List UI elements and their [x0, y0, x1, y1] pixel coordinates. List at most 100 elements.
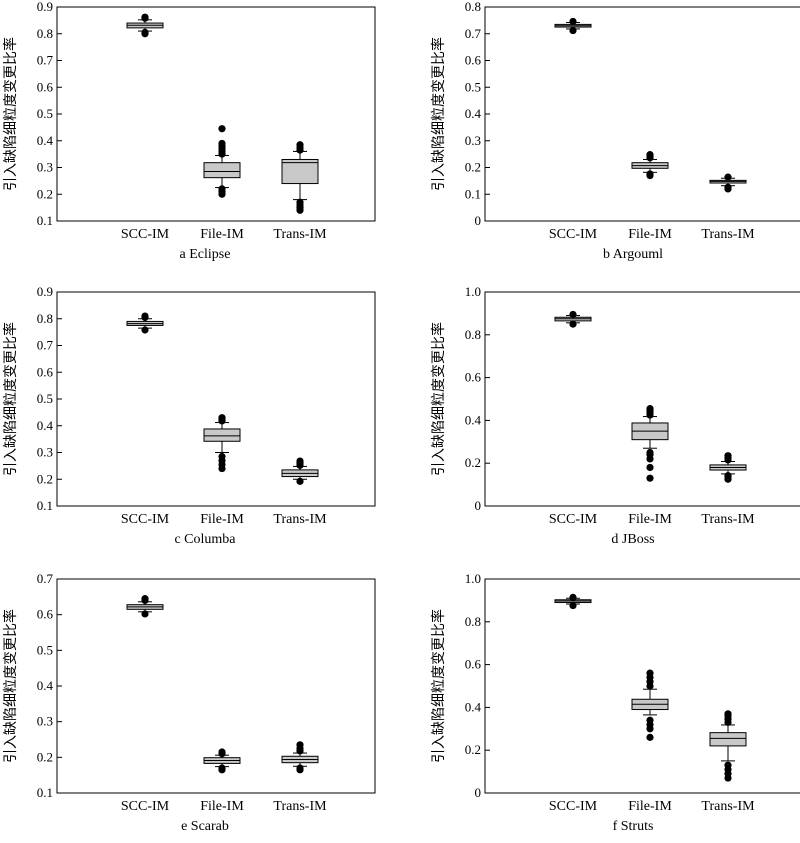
outlier-point	[569, 310, 577, 319]
box-iqr	[709, 732, 747, 747]
y-tick-label: 0.7	[465, 26, 482, 41]
y-axis-label: 引入缺陷细粒度变更比率	[2, 322, 19, 476]
panel-a: a Eclipse 0.1 0.2 0.3 0.4 0.5 0.6 0.7 0.8 0.9 引入缺…	[2, 0, 376, 262]
y-tick-label: 0	[475, 498, 482, 513]
panel-e-caption: e Scarab	[181, 819, 229, 834]
x-tick-label: File-IM	[200, 227, 244, 242]
y-tick-label: 0.3	[37, 160, 53, 175]
y-tick-label: 0.5	[465, 79, 481, 94]
y-tick-label: 0.8	[465, 327, 481, 342]
y-tick-label: 0.1	[465, 186, 481, 201]
panel-d-caption: d JBoss	[611, 532, 654, 547]
outlier-point	[646, 151, 654, 159]
y-axis-label: 引入缺陷细粒度变更比率	[2, 37, 19, 191]
panel-b: b Argouml 0 0.1 0.2 0.3 0.4 0.5 0.6 0.7 0.8 引入缺陷细…	[430, 0, 800, 262]
y-tick-label: 0.8	[37, 26, 53, 41]
x-tick-label: File-IM	[628, 512, 672, 527]
y-tick-label: 0.2	[465, 455, 481, 470]
y-tick-label: 0.3	[37, 445, 53, 460]
y-tick-label: 1.0	[465, 284, 481, 299]
y-tick-label: 0.4	[465, 699, 482, 714]
outlier-point	[569, 601, 577, 610]
x-tick-label: Trans-IM	[273, 512, 327, 527]
y-tick-label: 0.1	[37, 498, 53, 513]
outlier-point	[646, 474, 654, 482]
outlier-point	[724, 710, 732, 718]
outlier-point	[218, 125, 226, 133]
outlier-point	[296, 741, 304, 749]
outlier-point	[141, 595, 149, 603]
outlier-point	[141, 610, 149, 618]
plot-frame	[56, 6, 376, 222]
y-tick-label: 0.7	[37, 571, 54, 586]
outlier-point	[296, 457, 304, 465]
y-tick-label: 0	[475, 213, 482, 228]
outlier-point	[724, 183, 732, 191]
x-tick-label: Trans-IM	[273, 227, 327, 242]
y-tick-label: 0.9	[37, 284, 53, 299]
box-iqr	[203, 162, 241, 179]
plot-frame	[484, 291, 800, 507]
y-tick-label: 0.5	[37, 106, 53, 121]
x-tick-label: SCC-IM	[549, 512, 598, 527]
x-tick-label: File-IM	[200, 512, 244, 527]
outlier-point	[141, 312, 149, 320]
outlier-point	[569, 593, 577, 602]
outlier-point	[218, 452, 226, 461]
y-axis-label: 引入缺陷细粒度变更比率	[2, 609, 19, 763]
y-tick-label: 0.2	[37, 186, 53, 201]
y-tick-label: 0.6	[37, 79, 54, 94]
y-tick-label: 0.6	[465, 657, 482, 672]
outlier-point	[218, 139, 226, 148]
outlier-point	[296, 477, 304, 485]
outlier-point	[569, 17, 577, 26]
box-iqr	[281, 158, 319, 185]
outlier-point	[646, 405, 654, 413]
y-axis-label: 引入缺陷细粒度变更比率	[430, 37, 447, 191]
panel-b-caption: b Argouml	[603, 247, 663, 262]
outlier-point	[646, 669, 654, 677]
outlier-point	[218, 185, 226, 193]
y-tick-label: 0.2	[465, 742, 481, 757]
y-tick-label: 0.8	[465, 0, 481, 14]
outlier-point	[296, 198, 304, 206]
y-tick-label: 0.9	[37, 0, 53, 14]
outlier-point	[569, 320, 577, 328]
y-tick-label: 0.5	[37, 391, 53, 406]
panel-d: d JBoss 0 0.2 0.4 0.6 0.8 1.0 引入缺陷细粒度变更比率 SCC-I…	[430, 284, 800, 547]
outlier-point	[141, 13, 149, 21]
outlier-point	[724, 452, 732, 460]
outlier-point	[141, 28, 149, 37]
plot-frame	[484, 6, 800, 222]
x-tick-label: Trans-IM	[701, 512, 755, 527]
x-tick-label: SCC-IM	[121, 512, 170, 527]
y-tick-label: 0.8	[465, 614, 481, 629]
x-tick-label: Trans-IM	[701, 799, 755, 814]
y-tick-label: 0.4	[37, 678, 54, 693]
outlier-point	[646, 463, 654, 472]
y-tick-label: 0.3	[37, 714, 53, 729]
panel-c-caption: c Columba	[174, 532, 236, 547]
outlier-point	[296, 141, 304, 149]
panel-f: f Struts 0 0.2 0.4 0.6 0.8 1.0 引入缺陷细粒度变更比率 SCC-…	[430, 571, 800, 834]
box-iqr	[203, 428, 241, 442]
x-tick-label: SCC-IM	[549, 227, 598, 242]
plot-frame	[56, 291, 376, 507]
x-tick-label: SCC-IM	[549, 799, 598, 814]
outlier-point	[724, 173, 732, 181]
x-tick-label: SCC-IM	[121, 799, 170, 814]
x-tick-label: File-IM	[200, 799, 244, 814]
outlier-point	[646, 170, 654, 178]
y-tick-label: 0.2	[37, 471, 53, 486]
y-tick-label: 0.2	[37, 749, 53, 764]
panel-f-caption: f Struts	[613, 819, 654, 834]
y-tick-label: 0.6	[465, 370, 482, 385]
y-tick-label: 0.5	[37, 642, 53, 657]
panel-a-caption: a Eclipse	[180, 247, 231, 262]
x-tick-label: SCC-IM	[121, 227, 170, 242]
outlier-point	[646, 733, 654, 741]
y-tick-label: 0.1	[37, 785, 53, 800]
outlier-point	[646, 716, 654, 724]
